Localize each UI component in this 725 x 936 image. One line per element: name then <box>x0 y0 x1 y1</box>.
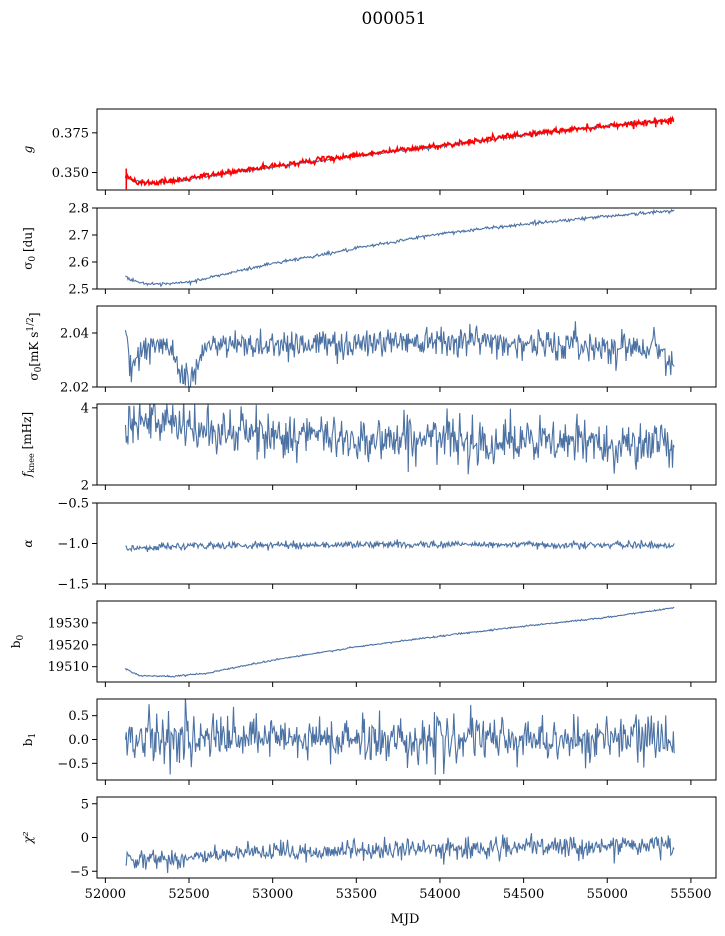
panel-fknee: 2 4 fknee [mHz] <box>20 401 717 494</box>
x-tick-label: 53500 <box>336 887 377 902</box>
y-axis-label: σ0[mK s1/2] <box>26 312 44 380</box>
series-line-alpha-model <box>125 539 675 553</box>
series-line-b1-model <box>124 699 675 775</box>
y-axis-label: fknee [mHz] <box>20 412 36 478</box>
panel-chi2: −5 0 5 χ² 52000 52500 53000 53500 54000 54500 5500… <box>21 796 717 902</box>
series-line-chi2-model <box>125 833 675 873</box>
y-axis-label: b1 <box>21 733 38 746</box>
x-tick-label: 55500 <box>670 887 711 902</box>
panel-sigma0-du: 2.5 2.6 2.7 2.8 σ0 [du] <box>21 202 717 298</box>
y-tick-label: 2.8 <box>68 202 89 217</box>
series-line-sigma0-mk-model <box>124 321 675 387</box>
y-axis-label: g <box>21 145 35 153</box>
y-tick-label: 19510 <box>48 660 89 675</box>
x-tick-label: 52000 <box>85 887 126 902</box>
y-tick-label: −1.5 <box>57 578 89 593</box>
figure-title: 000051 <box>362 9 427 29</box>
y-tick-label: 0.375 <box>52 126 89 141</box>
x-tick-label: 54500 <box>503 887 544 902</box>
y-tick-label: 19530 <box>48 616 89 631</box>
y-tick-label: 2 <box>81 479 89 494</box>
panel-frame <box>96 600 717 683</box>
panel-frame <box>96 305 717 388</box>
y-tick-label: −0.5 <box>57 497 89 512</box>
panel-frame <box>96 502 717 585</box>
x-tick-label: 52500 <box>168 887 209 902</box>
y-tick-label: 2.6 <box>68 256 89 271</box>
panel-b0: 19510 19520 19530 b0 <box>9 600 717 687</box>
y-tick-label: 4 <box>81 401 89 416</box>
y-tick-label: −5 <box>70 865 89 880</box>
y-tick-label: 2.7 <box>68 229 89 244</box>
panel-frame <box>96 207 717 290</box>
x-tick-label: 53000 <box>252 887 293 902</box>
panel-frame <box>96 108 717 191</box>
y-tick-label: 0.5 <box>68 709 89 724</box>
series-line-g-fit <box>124 115 675 187</box>
y-tick-label: 5 <box>81 797 89 812</box>
y-axis-label: χ² <box>21 831 35 844</box>
x-tick-label: 54000 <box>419 887 460 902</box>
x-axis-label: MJD <box>391 912 420 927</box>
series-line-fknee-model <box>124 404 675 475</box>
y-tick-label: −0.5 <box>57 757 89 772</box>
panel-alpha: −1.5 −1.0 −0.5 α <box>21 497 717 593</box>
y-tick-label: 0.350 <box>52 166 89 181</box>
y-tick-label: 2.02 <box>60 381 89 396</box>
y-tick-label: −1.0 <box>57 537 89 552</box>
y-tick-label: 19520 <box>48 638 89 653</box>
panel-frame <box>96 403 717 486</box>
y-axis-label: σ0 [du] <box>21 227 38 270</box>
y-axis-label: b0 <box>9 635 26 649</box>
y-tick-label: 0 <box>81 831 89 846</box>
x-tick-label: 55000 <box>587 887 628 902</box>
y-axis-label: α <box>21 539 35 547</box>
panels: 0.350 0.375 g 2.5 2.6 2.7 2.8 σ0 [du] 2.02 2.04 σ0… <box>9 108 717 902</box>
y-tick-label: 0.0 <box>68 733 89 748</box>
series-line-b0-model <box>124 606 675 678</box>
series-line-sigma0-du-model <box>125 208 675 288</box>
y-tick-label: 2.04 <box>60 327 89 342</box>
y-tick-label: 2.5 <box>68 283 89 298</box>
panel-g: 0.350 0.375 g <box>21 108 717 195</box>
panel-sigma0-mk: 2.02 2.04 σ0[mK s1/2] <box>26 305 717 396</box>
panel-b1: −0.5 0.0 0.5 b1 <box>21 698 717 785</box>
